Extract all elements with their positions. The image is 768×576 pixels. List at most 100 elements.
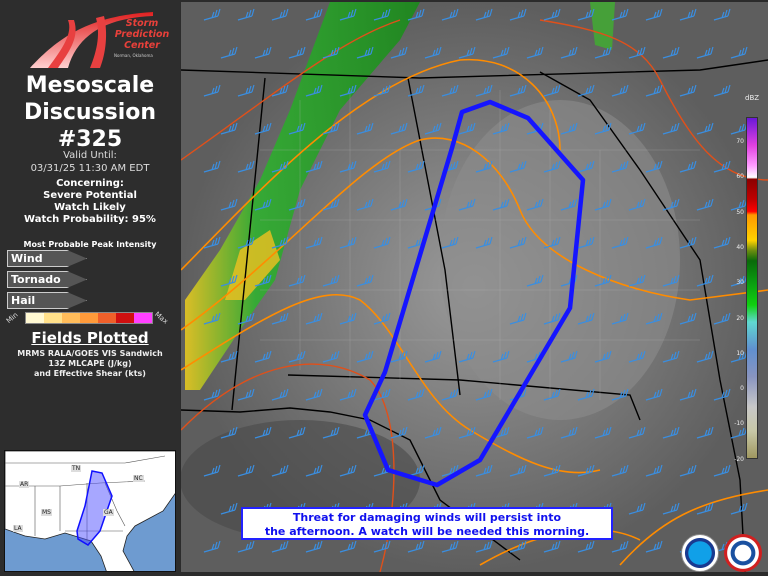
- colorbar-tick: 10: [736, 349, 744, 357]
- wind-barb: [526, 122, 544, 135]
- wind-barb: [373, 8, 391, 21]
- wind-barb: [203, 8, 221, 21]
- scale-segment: [134, 313, 152, 323]
- wind-barb: [288, 198, 306, 211]
- wind-barb: [407, 8, 425, 21]
- scale-min: Min: [4, 310, 20, 326]
- wind-barb: [628, 46, 646, 59]
- wind-barb: [492, 122, 510, 135]
- wind-barb: [645, 160, 663, 173]
- wind-barb: [288, 274, 306, 287]
- inset-state-label: LA: [13, 525, 23, 532]
- wind-barb: [611, 84, 629, 97]
- wind-barb: [628, 502, 646, 515]
- wind-barb: [458, 122, 476, 135]
- wind-barb: [339, 8, 357, 21]
- wind-barb: [254, 426, 272, 439]
- wind-barb: [356, 46, 374, 59]
- wind-barb: [730, 502, 748, 515]
- wind-barb: [237, 540, 255, 553]
- wind-barb: [577, 540, 595, 553]
- wind-barb: [543, 388, 561, 401]
- noaa-logo: [681, 534, 719, 572]
- wind-barb: [509, 540, 527, 553]
- wind-barb: [254, 274, 272, 287]
- wind-barb: [679, 160, 697, 173]
- wind-barb: [407, 160, 425, 173]
- wind-barb: [322, 198, 340, 211]
- wind-barb: [356, 198, 374, 211]
- wind-barb: [543, 8, 561, 21]
- inset-state-label: TN: [71, 465, 82, 472]
- wind-barb: [254, 46, 272, 59]
- wind-barb: [407, 464, 425, 477]
- wind-barb: [628, 122, 646, 135]
- wind-barb: [390, 426, 408, 439]
- wind-barb: [271, 8, 289, 21]
- wind-barb: [611, 236, 629, 249]
- wind-barb: [305, 464, 323, 477]
- wind-barb: [441, 160, 459, 173]
- wind-barb: [339, 464, 357, 477]
- wind-barb: [696, 350, 714, 363]
- wind-barb: [696, 46, 714, 59]
- wind-barb: [237, 388, 255, 401]
- wind-barb: [356, 350, 374, 363]
- wind-barb: [577, 312, 595, 325]
- wind-barb: [560, 46, 578, 59]
- md-polygon: [362, 99, 586, 488]
- wind-barb: [730, 122, 748, 135]
- wind-barb: [424, 46, 442, 59]
- info-panel: Storm Prediction Center Norman, Oklahoma…: [0, 0, 180, 576]
- wind-barb: [628, 274, 646, 287]
- wind-barb: [594, 198, 612, 211]
- wind-barb: [458, 198, 476, 211]
- wind-barb: [577, 464, 595, 477]
- wind-barb: [288, 46, 306, 59]
- wind-barb: [322, 122, 340, 135]
- wind-barb: [475, 464, 493, 477]
- wind-barb: [237, 236, 255, 249]
- wind-barb: [322, 46, 340, 59]
- wind-label: Wind: [7, 250, 87, 267]
- fields-line3: and Effective Shear (kts): [34, 369, 146, 378]
- wind-barb: [543, 464, 561, 477]
- wind-barb: [594, 274, 612, 287]
- wind-barb: [679, 464, 697, 477]
- wind-barb: [475, 388, 493, 401]
- wind-barb: [577, 236, 595, 249]
- fields-header: Fields Plotted: [31, 329, 149, 347]
- wind-barb: [339, 312, 357, 325]
- wind-barb: [475, 236, 493, 249]
- wind-barb: [220, 502, 238, 515]
- scale-segment: [26, 313, 44, 323]
- md-number: #325: [57, 127, 123, 152]
- wind-barb: [339, 160, 357, 173]
- wind-barb: [509, 8, 527, 21]
- wind-barb: [407, 388, 425, 401]
- wind-barb: [373, 312, 391, 325]
- wind-barb: [220, 274, 238, 287]
- wind-barb: [305, 160, 323, 173]
- wind-barb: [203, 388, 221, 401]
- wind-barb: [662, 426, 680, 439]
- wind-barb: [424, 350, 442, 363]
- wind-barb: [492, 46, 510, 59]
- wind-barb: [288, 426, 306, 439]
- wind-barb: [203, 540, 221, 553]
- wind-barb: [441, 84, 459, 97]
- wind-barb: [628, 426, 646, 439]
- wind-barb: [305, 312, 323, 325]
- wind-barb: [662, 502, 680, 515]
- summary-line2: the afternoon. A watch will be needed th…: [264, 525, 590, 538]
- wind-barb: [203, 464, 221, 477]
- wind-barb: [339, 540, 357, 553]
- wind-barb: [679, 312, 697, 325]
- wind-barb: [492, 198, 510, 211]
- fields-line1: MRMS RALA/GOES VIS Sandwich: [17, 349, 163, 358]
- wind-barb: [679, 84, 697, 97]
- wind-barb: [288, 350, 306, 363]
- wind-barb: [713, 8, 731, 21]
- wind-barb: [713, 464, 731, 477]
- wind-barb: [305, 84, 323, 97]
